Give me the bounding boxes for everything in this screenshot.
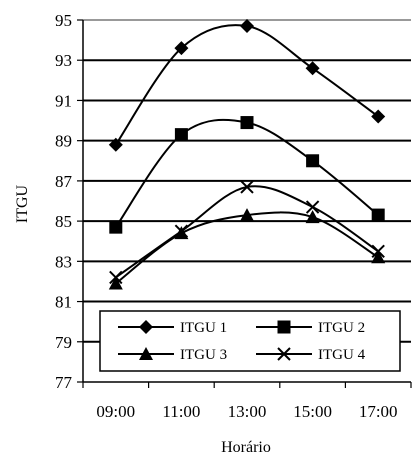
legend: ITGU 1 ITGU 2 ITGU 3 ITGU 4 — [99, 310, 401, 372]
series-1-point-13:00 — [240, 19, 254, 34]
legend-label-1: ITGU 1 — [180, 320, 227, 336]
legend-entry-1: ITGU 1 — [118, 320, 227, 336]
series-4 — [109, 180, 385, 285]
series-2-point-11:00 — [174, 128, 188, 142]
series-3-point-09:00 — [108, 276, 123, 290]
series-4-point-15:00 — [305, 200, 320, 214]
y-tick-labels: 77 79 81 83 85 87 89 91 93 95 — [55, 11, 73, 392]
legend-marker-1 — [139, 320, 153, 334]
series-1-point-09:00 — [108, 137, 123, 152]
series-4-point-17:00 — [371, 244, 385, 258]
y-tick-label-87: 87 — [55, 172, 73, 191]
series-1 — [108, 19, 386, 152]
legend-marker-4 — [277, 347, 291, 361]
legend-label-3: ITGU 3 — [180, 347, 227, 363]
series-group — [108, 19, 386, 290]
y-tick-label-79: 79 — [55, 333, 72, 352]
x-axis-label: Horário — [221, 439, 271, 456]
series-2-point-15:00 — [306, 154, 320, 168]
series-2-point-17:00 — [371, 208, 385, 222]
series-4-point-15:00-stroke-b — [305, 200, 320, 214]
series-2 — [109, 116, 385, 234]
y-tick-label-85: 85 — [55, 212, 72, 231]
y-tick-label-91: 91 — [55, 91, 72, 110]
series-1-point-15:00 — [305, 61, 320, 76]
series-1-point-17:00 — [371, 109, 386, 124]
x-tick-labels: 09:00 11:00 13:00 15:00 17:00 — [96, 402, 397, 421]
legend-label-2: ITGU 2 — [318, 320, 365, 336]
series-4-point-11:00-stroke-b — [174, 224, 189, 238]
legend-entry-4: ITGU 4 — [256, 347, 366, 363]
y-tick-label-81: 81 — [55, 293, 72, 312]
legend-box — [99, 310, 401, 372]
series-1-point-11:00 — [174, 41, 189, 56]
series-4-point-13:00 — [240, 180, 254, 194]
y-tick-label-83: 83 — [55, 252, 72, 271]
y-tick-label-77: 77 — [55, 373, 73, 392]
x-tick-label-11:00: 11:00 — [162, 402, 200, 421]
y-axis-label: ITGU — [14, 184, 31, 223]
series-3-point-15:00 — [305, 210, 320, 224]
series-3-point-17:00 — [371, 250, 386, 264]
series-2-point-09:00 — [109, 220, 123, 234]
series-4-point-13:00-stroke-b — [240, 180, 254, 194]
legend-marker-4-stroke-b — [277, 347, 291, 361]
legend-label-4: ITGU 4 — [318, 347, 366, 363]
series-3-point-13:00 — [240, 208, 254, 222]
x-tick-label-09:00: 09:00 — [96, 402, 135, 421]
x-tick-label-15:00: 15:00 — [293, 402, 332, 421]
series-4-line — [115, 185, 379, 279]
series-4-point-11:00 — [174, 224, 189, 238]
series-2-point-13:00 — [240, 116, 254, 130]
series-4-point-09:00-stroke-b — [109, 270, 123, 285]
x-tick-label-17:00: 17:00 — [359, 402, 398, 421]
legend-entry-3: ITGU 3 — [118, 347, 227, 363]
series-4-point-17:00-stroke-b — [371, 244, 385, 258]
y-tick-label-89: 89 — [55, 132, 72, 151]
x-tick-label-13:00: 13:00 — [228, 402, 267, 421]
y-tick-label-95: 95 — [55, 11, 72, 30]
gridlines — [83, 19, 411, 343]
legend-entry-2: ITGU 2 — [256, 320, 365, 336]
legend-marker-2 — [277, 320, 291, 334]
series-4-point-09:00 — [109, 270, 123, 285]
axes — [77, 19, 412, 388]
y-tick-label-93: 93 — [55, 51, 72, 70]
legend-marker-3 — [139, 347, 153, 360]
